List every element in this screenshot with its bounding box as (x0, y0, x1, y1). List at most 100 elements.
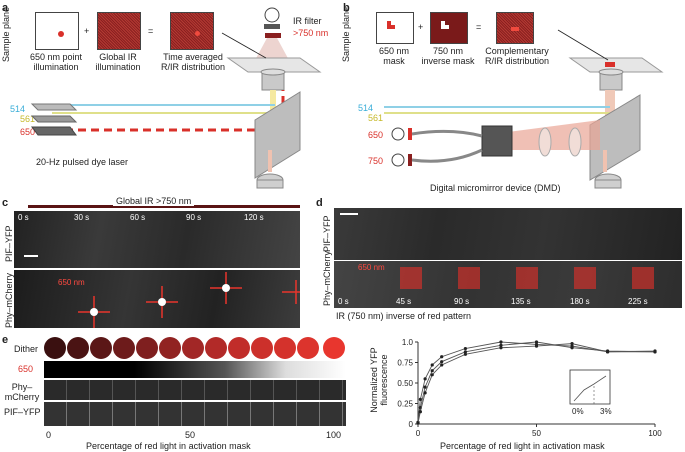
ir-filter (265, 33, 281, 38)
box2-label-a: Global IR illumination (95, 52, 141, 72)
chart-point (570, 342, 574, 346)
wl-561-b: 561 (368, 113, 384, 123)
chart-point (423, 391, 427, 395)
dichroic-mirror-b (589, 94, 641, 181)
chart-point (499, 343, 503, 347)
chart-point (534, 340, 539, 344)
chart-series-line-2 (417, 343, 656, 424)
chart-x-tick-label: 100 (648, 429, 662, 438)
chart-x-tick-label: 0 (416, 429, 421, 438)
global-ir-bar (28, 205, 300, 208)
global-ir-header: Global IR >750 nm (113, 196, 195, 206)
chart-point (423, 385, 427, 389)
time-c-3: 90 s (186, 213, 202, 222)
laser-box-2 (30, 115, 78, 123)
box1-label-b: 650 nm mask (378, 46, 410, 66)
e-tick-0: 0 (46, 430, 52, 440)
micrograph-c-yfp: 0 s 30 s 60 s 90 s 120 s (14, 211, 300, 268)
dmd-device (481, 125, 513, 157)
chart-point (440, 355, 444, 359)
time-d-2: 90 s (454, 297, 470, 306)
equals-a: = (148, 26, 154, 36)
time-d-5: 225 s (628, 297, 648, 306)
ir-filter-label: IR filter (293, 16, 322, 26)
plus-b: + (418, 22, 424, 32)
chart-y-tick-label: 0 (409, 420, 414, 429)
chart-x-tick-label: 50 (532, 429, 541, 438)
wl-561-a: 561 (20, 114, 36, 124)
chart-inset-line (573, 375, 607, 402)
chart-point (418, 397, 422, 401)
time-c-1: 30 s (74, 213, 90, 222)
box1-label-a: 650 nm point illumination (29, 52, 83, 72)
wl-514-b: 514 (358, 103, 374, 113)
box-point-illumination (35, 12, 79, 50)
time-d-0: 0 s (338, 297, 349, 306)
e-xlabel: Percentage of red light in activation ma… (86, 441, 251, 451)
chart-series-line-1 (417, 341, 656, 423)
chart-point (653, 349, 657, 353)
red-dot-averaged (195, 31, 200, 36)
e-tick-100: 100 (326, 430, 342, 440)
chart-point (423, 377, 427, 381)
chart-point (463, 350, 467, 354)
lamp-750-icon (391, 153, 412, 167)
micrograph-d-mcherry: 650 nm 0 s 45 s 90 s 135 s 180 s 225 s (334, 261, 682, 308)
row-dither: Dither (14, 344, 39, 354)
dither-circles (44, 337, 346, 359)
chart-point (534, 344, 539, 348)
chart-y-tick-label: 0.25 (397, 400, 413, 409)
time-c-0: 0 s (18, 213, 29, 222)
chart-y-tick-label: 0.50 (397, 379, 413, 388)
red-label-d: 650 nm (358, 263, 385, 272)
lamp-650-icon (391, 127, 412, 141)
lamp-icon (264, 7, 280, 29)
micrograph-d-yfp (334, 208, 682, 260)
chart-point (440, 363, 444, 367)
box2-label-b: 750 nm inverse mask (421, 46, 475, 66)
plus-a: + (84, 26, 90, 36)
row-mcherry: Phy– mCherry (4, 382, 40, 402)
chart-point (430, 369, 434, 373)
time-d-4: 180 s (570, 297, 590, 306)
laser-box-1 (30, 103, 78, 111)
chart-series-line-0 (417, 341, 655, 423)
laser-box-3 (31, 126, 77, 136)
chart-point (463, 346, 467, 351)
strip-mcherry (44, 380, 346, 400)
micrograph-c-mcherry: 650 nm (14, 270, 300, 328)
wl-650-a: 650 (20, 127, 36, 137)
red-dot (58, 31, 64, 37)
box-750-inverse (430, 12, 468, 44)
box3-label-b: Complementary R/IR distribution (484, 46, 550, 66)
chart-inset-tick-0: 0% (572, 407, 584, 416)
sample-plane-a (226, 57, 322, 73)
chart-point (418, 410, 422, 414)
row-650: 650 (18, 364, 34, 374)
chart-point (430, 363, 434, 367)
strip-pif-yfp (44, 402, 346, 426)
red-label-c: 650 nm (58, 278, 85, 287)
time-c-2: 60 s (130, 213, 146, 222)
dmd-label: Digital micromirror device (DMD) (430, 183, 561, 193)
panel-d-letter: d (316, 197, 323, 209)
panel-c-letter: c (2, 197, 9, 209)
chart-point (499, 340, 503, 344)
chart-point (570, 346, 574, 350)
wl-514-a: 514 (10, 104, 26, 114)
equals-b: = (476, 22, 482, 32)
ir-filter-value: >750 nm (293, 28, 329, 38)
chart-inset-tick-3: 3% (600, 407, 612, 416)
caption-d: IR (750 nm) inverse of red pattern (336, 311, 472, 321)
box3-label-a: Time averaged R/IR distribution (160, 52, 226, 72)
strip-650 (44, 361, 346, 378)
chart-xlabel: Percentage of red light in activation ma… (440, 441, 605, 451)
chart-point (440, 360, 444, 364)
box-global-ir (97, 12, 141, 50)
box-time-averaged (170, 12, 214, 50)
chart-point (499, 346, 503, 350)
chart-point (430, 373, 434, 377)
